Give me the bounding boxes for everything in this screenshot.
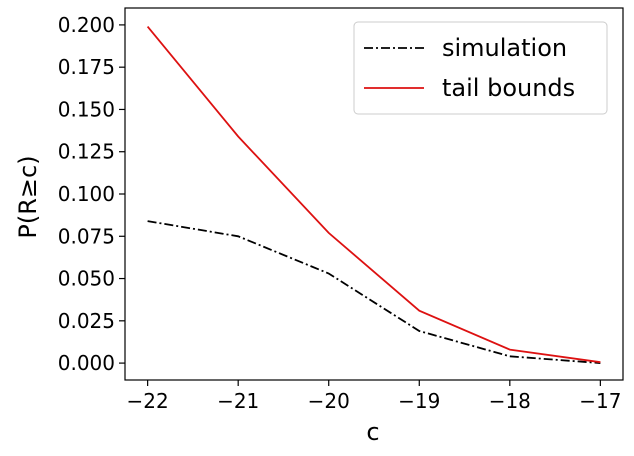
series-line-simulation bbox=[147, 220, 601, 364]
y-tick-label: 0.175 bbox=[58, 55, 115, 79]
y-tick-label: 0.000 bbox=[58, 351, 115, 375]
tick-group: −22 −21 −20 −19 −18 −17 0.000 0.025 0.050 0.075 0.… bbox=[58, 13, 622, 413]
legend-box bbox=[353, 21, 608, 115]
y-tick-label: 0.200 bbox=[58, 13, 115, 37]
legend-label-simulation: simulation bbox=[442, 34, 567, 62]
legend: simulation tail bounds bbox=[353, 21, 608, 115]
y-tick-label: 0.075 bbox=[58, 224, 115, 248]
legend-label-tail-bounds: tail bounds bbox=[442, 74, 575, 102]
x-axis-label: c bbox=[366, 418, 379, 446]
x-tick-label: −21 bbox=[217, 389, 259, 413]
y-tick-label: 0.050 bbox=[58, 267, 115, 291]
y-tick-label: 0.150 bbox=[58, 97, 115, 121]
series-group bbox=[146, 26, 601, 364]
series-line-tail-bounds bbox=[146, 26, 601, 364]
x-tick-label: −18 bbox=[489, 389, 531, 413]
x-tick-label: −19 bbox=[398, 389, 440, 413]
y-tick-label: 0.125 bbox=[58, 140, 115, 164]
y-axis-label: P(R≥c) bbox=[14, 155, 42, 238]
x-tick-label: −20 bbox=[308, 389, 350, 413]
x-tick-label: −17 bbox=[579, 389, 621, 413]
y-tick-label: 0.025 bbox=[58, 309, 115, 333]
y-tick-label: 0.100 bbox=[58, 182, 115, 206]
x-tick-label: −22 bbox=[127, 389, 169, 413]
